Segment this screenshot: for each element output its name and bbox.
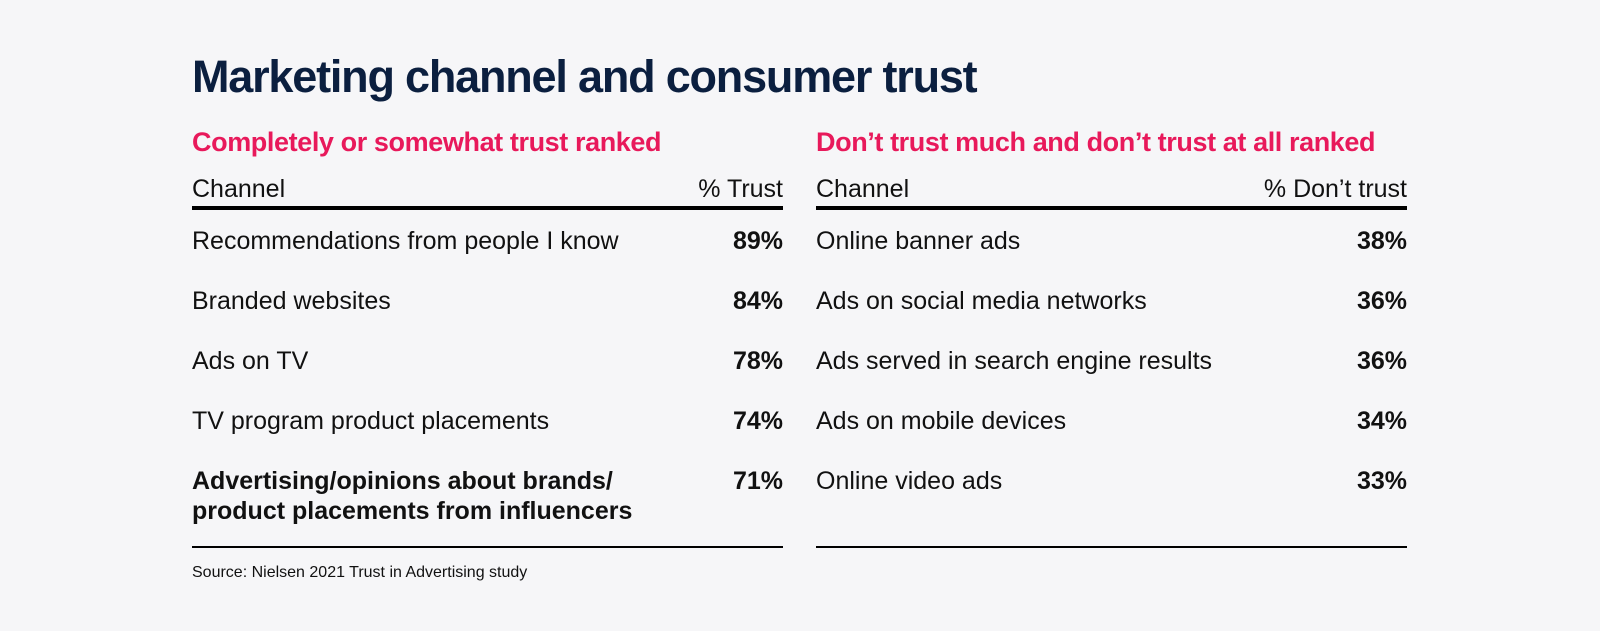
- channel-label: Ads on TV: [192, 347, 309, 375]
- table-row: Recommendations from people I know 89%: [192, 226, 783, 286]
- channel-label: TV program product placements: [192, 407, 550, 435]
- channel-label: Ads on social media networks: [816, 287, 1147, 315]
- table-row: Ads on social media networks 36%: [816, 286, 1407, 346]
- trust-value: 84%: [732, 287, 783, 315]
- trust-value: 78%: [732, 347, 783, 375]
- page-title: Marketing channel and consumer trust: [192, 51, 978, 102]
- table-row: Advertising/opinions about brands/ produ…: [192, 466, 783, 526]
- channel-label: Branded websites: [192, 287, 391, 315]
- distrust-table: Don’t trust much and don’t trust at all …: [816, 122, 1407, 548]
- table-row: TV program product placements 74%: [192, 406, 783, 466]
- distrust-value: 38%: [1356, 227, 1407, 255]
- trust-table: Completely or somewhat trust ranked Chan…: [192, 122, 783, 548]
- channel-label: Ads on mobile devices: [816, 407, 1067, 435]
- table-row: Ads on TV 78%: [192, 346, 783, 406]
- table-row: Online video ads 33%: [816, 466, 1407, 526]
- channel-label: Online banner ads: [816, 227, 1021, 255]
- source-note: Source: Nielsen 2021 Trust in Advertisin…: [192, 564, 528, 581]
- channel-column-header: Channel: [816, 175, 910, 203]
- header-divider: [192, 206, 783, 210]
- distrust-value: 36%: [1356, 347, 1407, 375]
- trust-table-header: Channel % Trust: [192, 164, 783, 204]
- distrust-column-header: % Don’t trust: [1263, 175, 1407, 203]
- trust-value: 71%: [732, 467, 783, 495]
- table-row: Ads served in search engine results 36%: [816, 346, 1407, 406]
- channel-label: Online video ads: [816, 467, 1003, 495]
- channel-column-header: Channel: [192, 175, 286, 203]
- header-divider: [816, 206, 1407, 210]
- distrust-table-body: Online banner ads 38% Ads on social medi…: [816, 210, 1407, 548]
- table-row: Branded websites 84%: [192, 286, 783, 346]
- trust-table-body: Recommendations from people I know 89% B…: [192, 210, 783, 548]
- trust-value: 89%: [732, 227, 783, 255]
- trust-column-header: % Trust: [698, 175, 783, 203]
- trust-table-subtitle: Completely or somewhat trust ranked: [192, 127, 662, 157]
- distrust-table-header: Channel % Don’t trust: [816, 164, 1407, 204]
- distrust-value: 33%: [1356, 467, 1407, 495]
- distrust-table-subtitle: Don’t trust much and don’t trust at all …: [816, 127, 1376, 157]
- trust-value: 74%: [732, 407, 783, 435]
- channel-label: Advertising/opinions about brands/ produ…: [192, 467, 633, 525]
- distrust-value: 36%: [1356, 287, 1407, 315]
- channel-label: Ads served in search engine results: [816, 347, 1213, 375]
- distrust-value: 34%: [1356, 407, 1407, 435]
- table-row: Ads on mobile devices 34%: [816, 406, 1407, 466]
- channel-label: Recommendations from people I know: [192, 227, 619, 255]
- table-row: Online banner ads 38%: [816, 226, 1407, 286]
